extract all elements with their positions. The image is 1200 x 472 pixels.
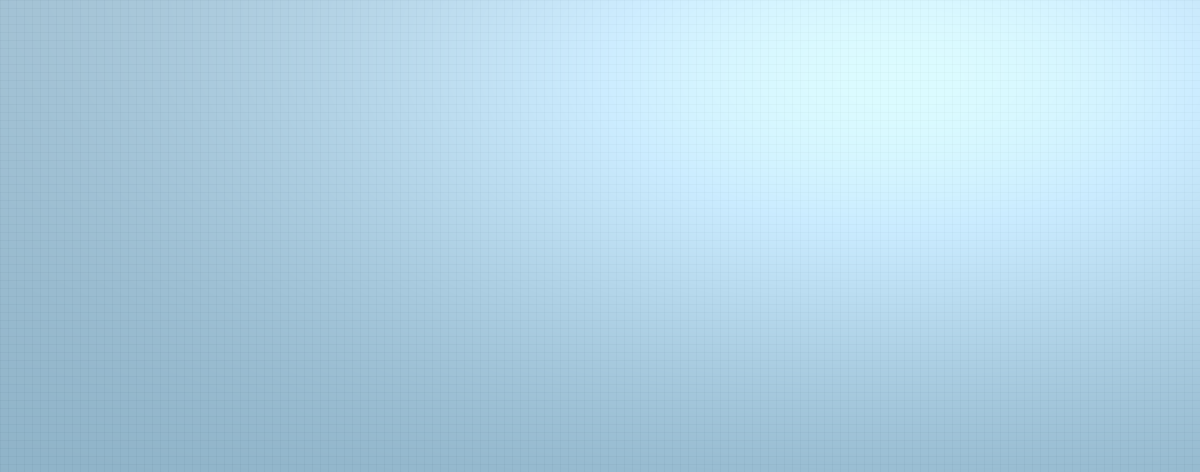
Ellipse shape — [192, 160, 209, 177]
Ellipse shape — [192, 237, 209, 254]
Text: c. Natural Hazard, Human cause hazard and transducer input quantity type: c. Natural Hazard, Human cause hazard an… — [228, 252, 910, 270]
Ellipse shape — [192, 199, 209, 216]
Text: d. Natural Hazard, Human cause hazard and transducer principle (resistive, induc: d. Natural Hazard, Human cause hazard an… — [228, 295, 1004, 337]
Text: Environmental considerations for transducer selection includes:: Environmental considerations for transdu… — [181, 81, 988, 101]
Ellipse shape — [192, 280, 209, 297]
Text: b. None of the given answers: b. None of the given answers — [228, 214, 492, 232]
Text: a. Natural Hazard, Human cause hazard, Power requirements and Loading effect: a. Natural Hazard, Human cause hazard, P… — [228, 175, 955, 193]
Text: Select one:: Select one: — [181, 143, 282, 161]
